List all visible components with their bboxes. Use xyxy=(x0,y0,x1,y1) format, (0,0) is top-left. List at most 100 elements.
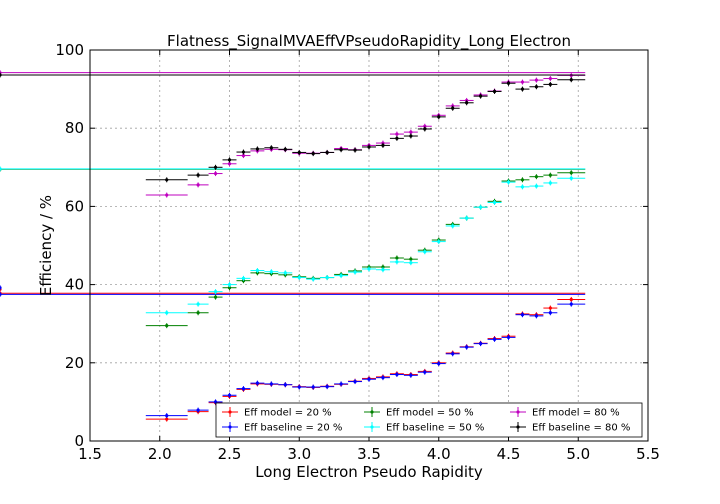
series-eff-baseline-80- xyxy=(0,72,586,183)
data-point xyxy=(381,265,385,269)
legend-marker-point xyxy=(370,410,374,414)
data-point xyxy=(381,143,385,148)
data-point xyxy=(196,408,200,412)
data-point xyxy=(569,176,573,180)
data-point xyxy=(165,311,169,315)
data-point xyxy=(548,306,552,310)
data-point xyxy=(325,275,329,280)
data-point xyxy=(569,297,573,302)
legend-item: Eff model = 80 % xyxy=(510,407,620,419)
data-point xyxy=(339,382,343,386)
data-point xyxy=(269,146,273,150)
data-point xyxy=(353,270,357,274)
data-point xyxy=(255,381,259,385)
x-tick-label: 4.5 xyxy=(497,445,521,463)
data-point xyxy=(423,124,427,128)
data-point xyxy=(255,268,259,273)
data-point xyxy=(534,85,539,89)
legend-marker-point xyxy=(370,425,374,429)
data-point xyxy=(451,352,455,356)
data-point xyxy=(569,171,573,175)
data-point xyxy=(297,275,301,280)
data-point xyxy=(409,261,413,265)
legend-label: Eff baseline = 80 % xyxy=(532,423,630,434)
x-tick-label: 2.5 xyxy=(218,445,242,463)
data-point xyxy=(451,106,455,110)
x-axis-label: Long Electron Pseudo Rapidity xyxy=(255,463,483,481)
legend-item: Eff baseline = 50 % xyxy=(364,422,484,434)
data-point xyxy=(165,417,169,421)
data-point xyxy=(196,183,200,187)
legend-label: Eff model = 80 % xyxy=(532,408,620,419)
legend: Eff model = 20 % Eff baseline = 20 % Eff m… xyxy=(215,402,643,438)
data-point xyxy=(548,173,552,177)
data-point xyxy=(196,302,200,306)
data-point xyxy=(520,185,525,189)
data-point xyxy=(381,268,385,272)
data-point xyxy=(241,276,246,280)
legend-item: Eff model = 50 % xyxy=(364,407,474,419)
data-point xyxy=(569,78,573,82)
data-point xyxy=(506,81,511,85)
data-point xyxy=(569,302,573,306)
legend-marker-point xyxy=(228,410,232,414)
data-point xyxy=(423,127,427,131)
legend-box xyxy=(215,402,643,438)
data-point xyxy=(0,167,2,171)
data-point xyxy=(339,274,343,278)
data-point xyxy=(423,370,427,374)
data-point xyxy=(165,324,169,328)
legend-label: Eff baseline = 50 % xyxy=(386,423,484,434)
series-eff-baseline-20- xyxy=(0,285,586,419)
data-point xyxy=(0,73,2,77)
data-point xyxy=(269,382,273,386)
data-point xyxy=(492,337,497,341)
data-point xyxy=(255,147,259,151)
x-tick-label: 3.5 xyxy=(357,445,381,463)
data-point xyxy=(311,152,315,156)
legend-label: Eff model = 20 % xyxy=(244,408,332,419)
data-point xyxy=(409,257,413,261)
data-point xyxy=(395,256,399,260)
data-point xyxy=(548,311,552,315)
data-point xyxy=(520,178,525,182)
data-point xyxy=(409,373,413,377)
data-point xyxy=(311,385,315,389)
data-point xyxy=(227,283,232,287)
legend-item: Eff model = 20 % xyxy=(222,407,332,419)
data-point xyxy=(437,115,441,119)
data-point xyxy=(165,178,169,182)
data-point xyxy=(534,175,539,179)
data-point xyxy=(548,82,552,87)
data-point xyxy=(437,239,441,244)
data-point xyxy=(437,361,441,366)
data-point xyxy=(165,193,169,197)
data-point xyxy=(367,145,371,149)
data-point xyxy=(451,224,455,228)
data-point xyxy=(479,205,483,209)
data-point xyxy=(381,376,385,380)
x-tick-label: 5.5 xyxy=(636,445,660,463)
series-eff-baseline-50- xyxy=(0,166,586,316)
legend-label: Eff baseline = 20 % xyxy=(244,423,342,434)
data-point xyxy=(213,295,218,299)
data-point xyxy=(241,153,246,158)
data-point xyxy=(325,150,329,155)
data-point xyxy=(520,87,525,91)
data-point xyxy=(0,292,2,296)
y-tick-label: 20 xyxy=(65,354,84,372)
data-point xyxy=(213,165,218,169)
x-tick-label: 1.5 xyxy=(78,445,102,463)
x-tick-label: 3.0 xyxy=(287,445,311,463)
data-point xyxy=(395,136,399,140)
data-point xyxy=(465,345,469,349)
data-point xyxy=(548,181,552,185)
data-point xyxy=(311,277,315,281)
data-point xyxy=(165,413,169,418)
legend-marker-point xyxy=(516,410,520,414)
data-point xyxy=(241,387,246,391)
data-point xyxy=(520,80,525,84)
data-point xyxy=(534,184,539,188)
data-point xyxy=(395,372,399,377)
